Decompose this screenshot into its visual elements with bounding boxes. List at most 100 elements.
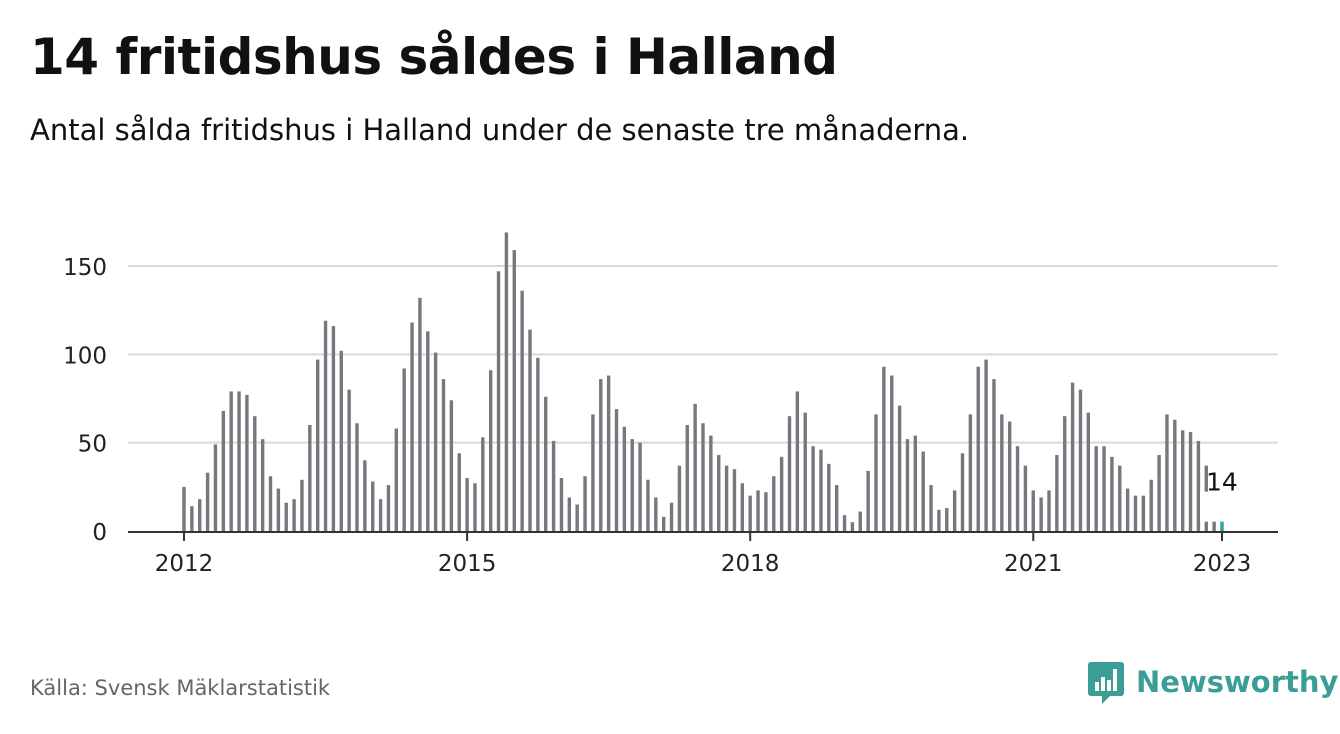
bar	[496, 271, 501, 531]
bar	[536, 357, 540, 531]
brand-logo[interactable]: Newsworthy	[1088, 660, 1338, 704]
bar	[198, 499, 202, 531]
bar	[685, 425, 689, 531]
chart-title: 14 fritidshus såldes i Halland	[30, 28, 838, 86]
bar	[882, 366, 886, 531]
bar	[410, 322, 414, 531]
bar	[1149, 479, 1153, 531]
bar	[1007, 421, 1012, 531]
bars	[182, 232, 1224, 531]
brand-name: Newsworthy	[1136, 665, 1339, 699]
bar	[292, 499, 296, 531]
bar	[1070, 382, 1075, 531]
bar	[551, 440, 556, 531]
bar	[622, 426, 627, 531]
bar	[213, 444, 218, 531]
bar	[363, 460, 367, 531]
bar	[426, 331, 430, 531]
bar	[945, 508, 949, 531]
bar	[394, 428, 399, 531]
bar	[905, 439, 910, 531]
y-tick-label: 100	[63, 343, 107, 369]
bar	[866, 470, 870, 531]
bar	[1165, 414, 1169, 531]
bar	[473, 483, 477, 531]
bar	[756, 490, 760, 531]
bar	[1125, 488, 1130, 531]
bar	[1141, 495, 1146, 531]
bar	[874, 414, 878, 531]
bar	[638, 442, 642, 531]
bar	[378, 499, 383, 531]
bar	[520, 290, 524, 531]
bar	[740, 483, 745, 531]
axes: 0 50 100 150 2012 2015 2018 2021 2023 14	[63, 255, 1278, 577]
bar	[386, 485, 391, 531]
bar	[276, 488, 281, 531]
bar	[300, 479, 304, 531]
bar	[1086, 412, 1091, 531]
bar	[1133, 495, 1138, 531]
bar	[347, 389, 351, 531]
y-tick-label: 50	[78, 432, 107, 458]
bar	[488, 370, 493, 531]
bar	[661, 516, 666, 531]
bar	[952, 490, 957, 531]
bar	[245, 394, 249, 531]
bar	[237, 391, 241, 531]
bar	[984, 359, 988, 531]
bar	[221, 410, 226, 531]
bar	[1078, 389, 1083, 531]
gridlines	[128, 265, 1278, 444]
chart-subtitle: Antal sålda fritidshus i Halland under d…	[30, 113, 970, 147]
bar	[630, 439, 634, 531]
y-tick-label: 0	[92, 520, 107, 546]
bar	[772, 476, 776, 531]
bar	[253, 416, 257, 531]
bar	[1031, 490, 1035, 531]
bar	[992, 379, 996, 531]
bar	[331, 326, 336, 531]
bar	[190, 506, 194, 531]
bar	[701, 423, 705, 531]
bar	[819, 449, 823, 531]
bar	[1000, 414, 1004, 531]
bar	[1180, 430, 1185, 531]
bar	[433, 352, 438, 531]
bar-chart-speech-icon	[1088, 662, 1124, 704]
bar	[260, 439, 265, 531]
bar	[205, 472, 210, 531]
bar	[748, 495, 752, 531]
bar	[1173, 419, 1177, 531]
bar	[850, 522, 855, 531]
bar	[669, 502, 674, 531]
bar	[968, 414, 973, 531]
bar	[1110, 456, 1114, 531]
x-tick-label: 2018	[721, 551, 780, 577]
bar	[897, 405, 902, 531]
bar	[308, 425, 312, 531]
bar	[646, 479, 650, 531]
bar	[937, 509, 941, 531]
bar	[1063, 416, 1067, 531]
bar	[842, 515, 847, 531]
bar	[567, 497, 572, 531]
x-tick-label: 2012	[155, 551, 214, 577]
bar	[315, 359, 320, 531]
bar	[591, 414, 595, 531]
bar	[858, 511, 862, 531]
bar	[528, 329, 532, 531]
bar	[1102, 446, 1106, 531]
bar	[599, 379, 603, 531]
y-tick-label: 150	[63, 255, 107, 281]
highlight-value-label: 14	[1206, 467, 1238, 496]
bar	[803, 412, 807, 531]
bar	[1039, 497, 1043, 531]
bar	[693, 403, 697, 531]
bar	[1055, 455, 1059, 531]
bar	[402, 368, 406, 531]
bar	[371, 481, 375, 531]
bar	[960, 453, 965, 531]
bar	[182, 486, 186, 531]
bar	[913, 435, 918, 531]
